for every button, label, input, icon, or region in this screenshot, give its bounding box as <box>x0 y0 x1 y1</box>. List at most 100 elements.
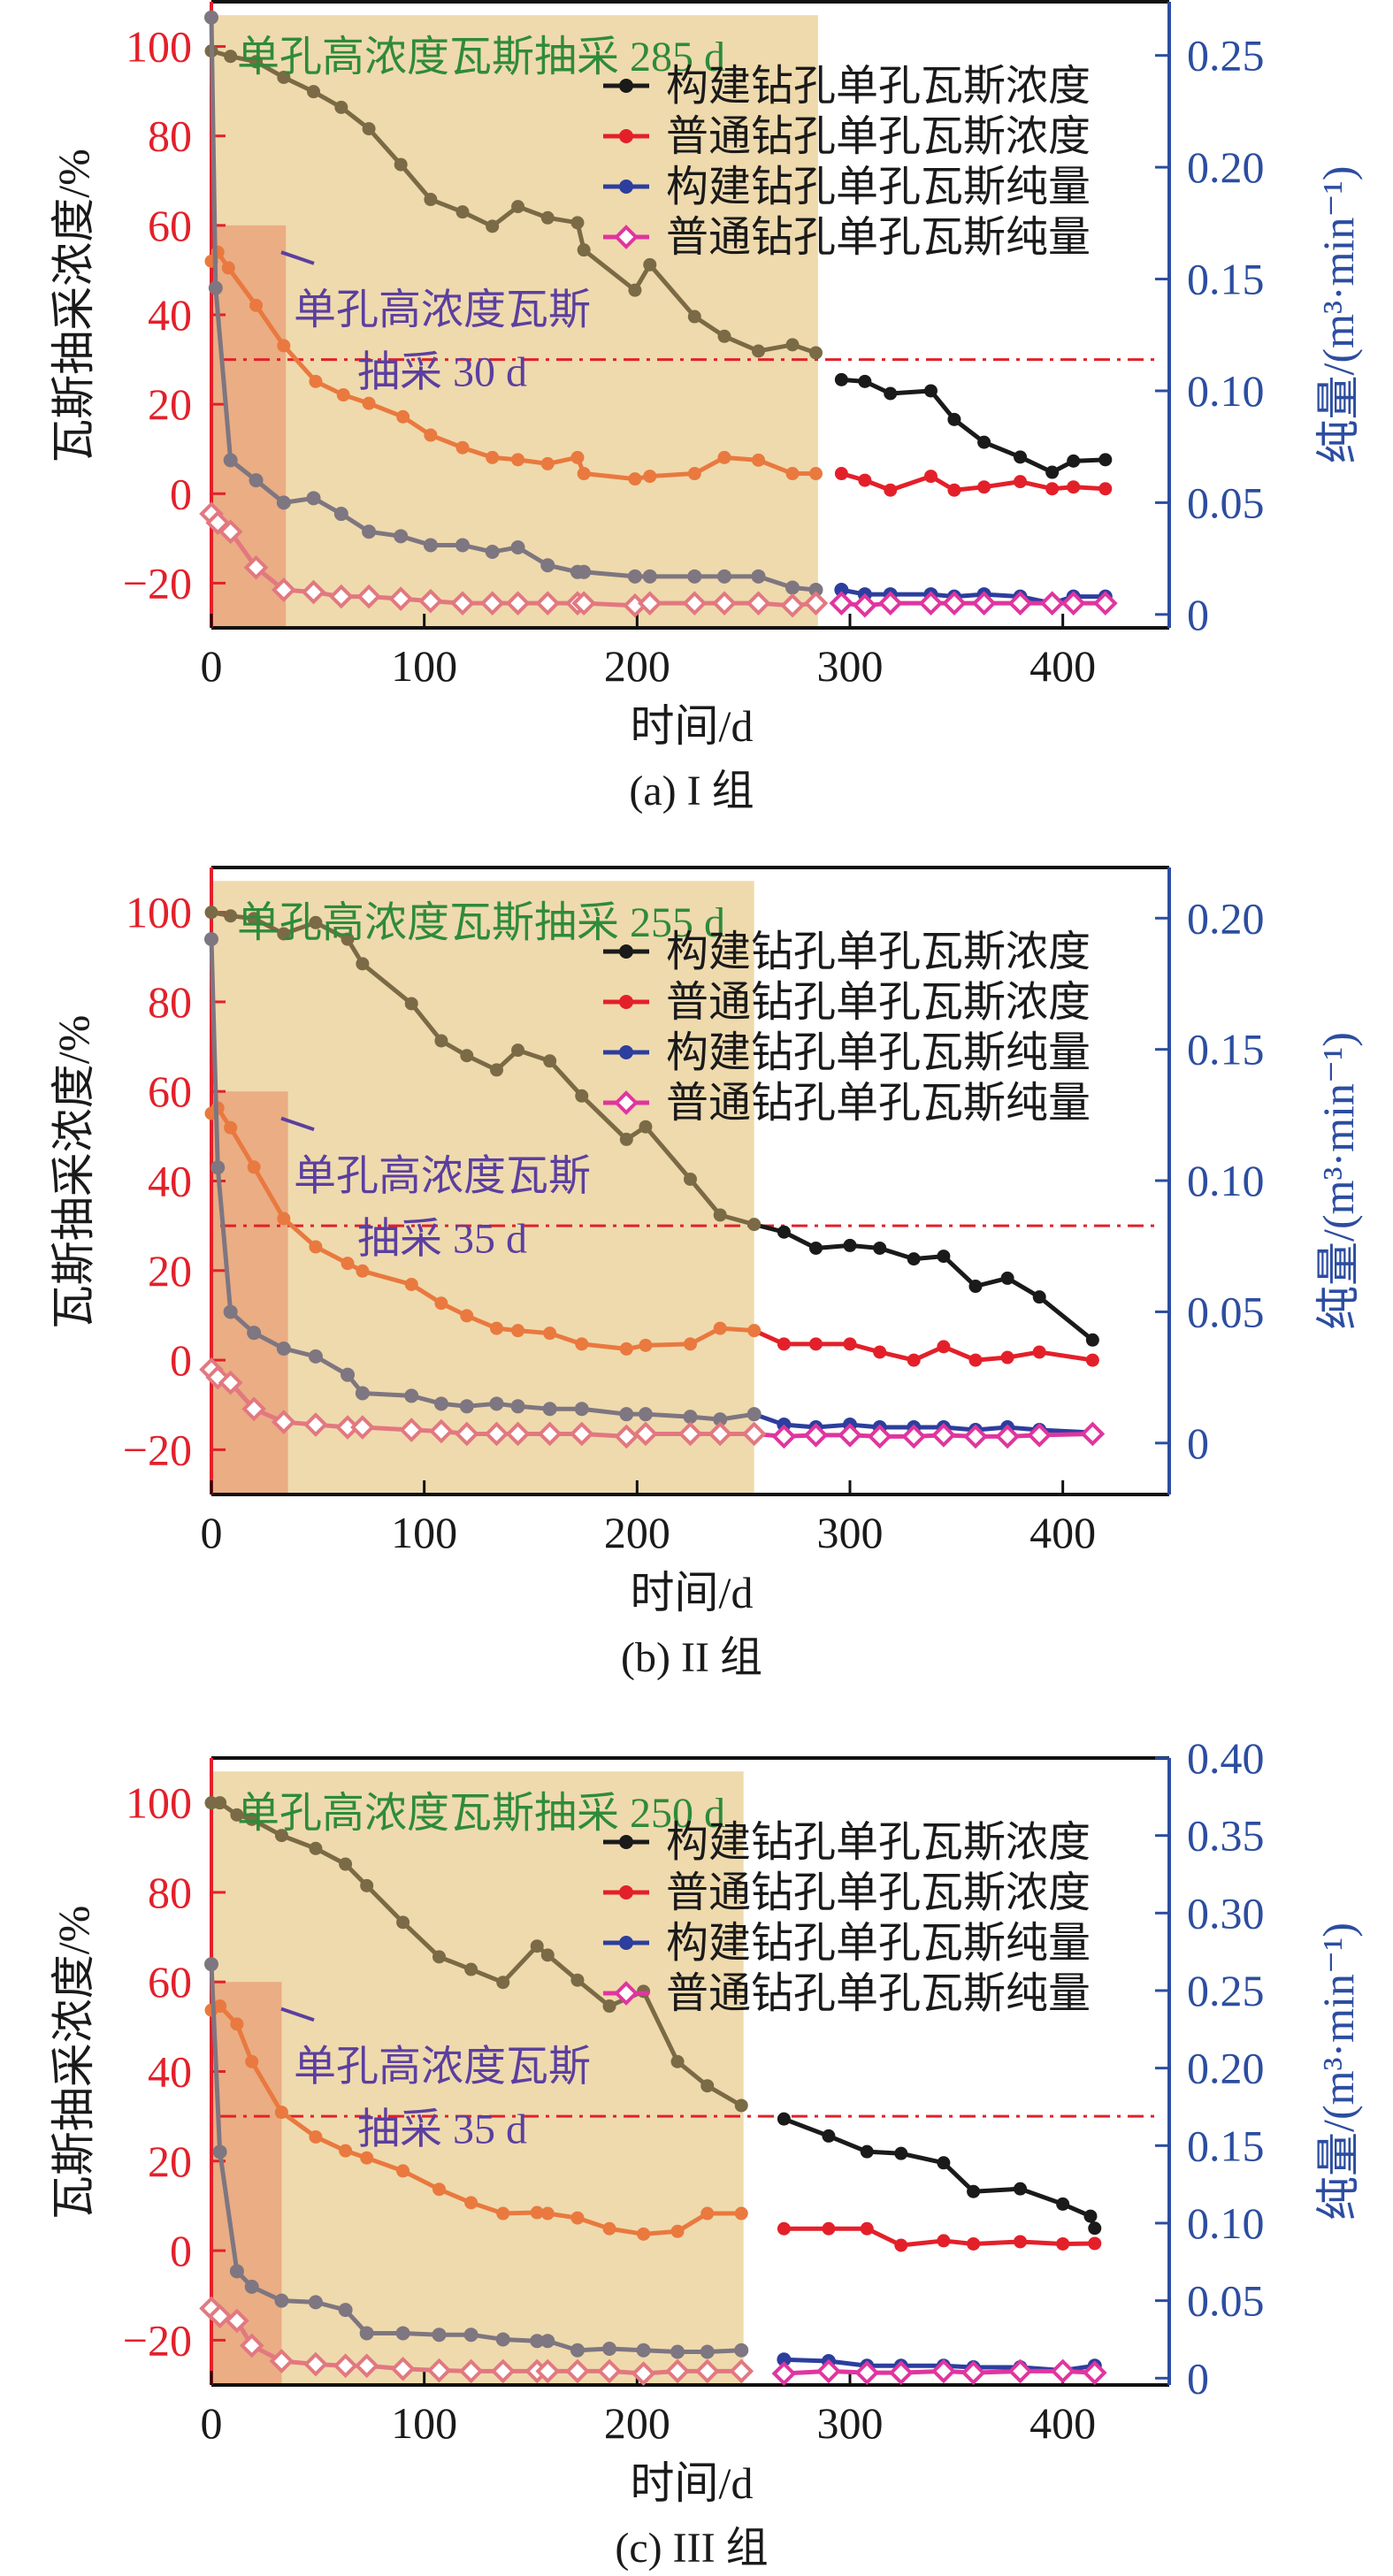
data-point <box>1014 2182 1028 2196</box>
data-point <box>540 2206 555 2221</box>
data-point-diamond <box>301 579 326 605</box>
series-line-2 <box>840 587 1106 606</box>
data-point <box>713 1321 727 1335</box>
data-point-diamond <box>829 591 854 616</box>
legend-marker <box>619 180 633 194</box>
data-point <box>356 1264 370 1278</box>
data-point <box>540 1948 555 1962</box>
right-y-tick-label: 0.05 <box>1187 1287 1265 1336</box>
data-point-diamond <box>931 2358 956 2384</box>
data-point <box>843 1337 857 1351</box>
data-point <box>858 374 872 388</box>
data-point <box>460 1309 474 1323</box>
data-point <box>967 2236 981 2251</box>
right-y-tick-label: 0.10 <box>1187 1156 1265 1205</box>
data-point <box>628 472 642 486</box>
data-point <box>777 1225 791 1239</box>
data-point <box>843 1238 857 1252</box>
data-point <box>464 2196 478 2210</box>
data-point-diamond <box>426 2358 452 2383</box>
data-point <box>204 932 218 947</box>
x-tick-label: 400 <box>1029 1508 1096 1557</box>
right-y-tick-label: 0 <box>1187 2353 1209 2403</box>
right-y-tick-label: 0.10 <box>1187 2198 1265 2248</box>
data-point-diamond <box>1092 591 1118 616</box>
x-tick-label: 200 <box>604 2398 670 2448</box>
data-point-diamond <box>241 1396 266 1422</box>
data-point-diamond <box>243 554 269 580</box>
data-point <box>249 473 264 488</box>
x-axis-title: 时间/d <box>631 701 754 751</box>
data-point <box>309 374 323 388</box>
data-point <box>700 2079 715 2093</box>
data-point <box>486 219 500 233</box>
legend-marker <box>619 1885 633 1900</box>
data-point <box>277 70 291 84</box>
data-point-diamond <box>771 1424 797 1449</box>
data-point-diamond <box>901 1424 927 1449</box>
data-point <box>638 1407 653 1422</box>
ordinary-period-label-line1: 单孔高浓度瓦斯 <box>294 1153 591 1200</box>
data-point-diamond <box>877 591 903 616</box>
data-point <box>511 1043 525 1058</box>
right-y-tick-label: 0.30 <box>1187 1888 1265 1938</box>
data-point <box>276 1341 291 1356</box>
left-y-tick-label: 40 <box>148 1157 192 1206</box>
right-y-tick-label: 0.20 <box>1187 893 1265 943</box>
chart-panel-a: 0 100 200 300 400−2002040608010000.050.100.1… <box>49 0 1363 814</box>
data-point-diamond <box>328 584 354 609</box>
data-point-diamond <box>225 2308 249 2334</box>
data-point-diamond <box>1050 2358 1075 2384</box>
data-point <box>1014 450 1028 464</box>
data-point <box>1083 2209 1098 2223</box>
data-point <box>894 2238 908 2252</box>
data-point <box>639 1120 653 1134</box>
data-point-diamond <box>479 591 505 616</box>
data-point <box>570 2343 585 2358</box>
data-point-diamond <box>271 1410 296 1434</box>
data-point <box>306 491 321 506</box>
data-point <box>210 1160 226 1175</box>
high-concentration-period-label: 单孔高浓度瓦斯抽采 285 d <box>237 34 725 80</box>
data-point <box>752 453 766 467</box>
data-point <box>643 257 657 271</box>
right-y-tick-label: 0.05 <box>1187 2276 1265 2326</box>
data-point <box>968 1280 983 1294</box>
data-point <box>734 2206 748 2221</box>
data-point <box>540 210 555 225</box>
data-point <box>459 1399 474 1414</box>
data-point <box>575 1337 589 1351</box>
data-point <box>339 1857 353 1871</box>
data-point <box>223 1304 238 1319</box>
data-point <box>785 580 800 595</box>
data-point <box>670 2224 685 2238</box>
legend-marker <box>619 79 633 93</box>
left-y-tick-label: 40 <box>148 2047 192 2097</box>
data-point <box>713 1412 728 1427</box>
data-point <box>230 2017 244 2031</box>
data-point <box>937 1340 951 1354</box>
right-y-tick-label: 0.15 <box>1187 1025 1265 1074</box>
series-line-0 <box>841 377 1106 475</box>
data-point-diamond <box>1060 591 1086 616</box>
data-point <box>577 564 592 579</box>
data-point <box>570 216 585 230</box>
data-point <box>627 569 642 584</box>
data-point <box>602 2221 616 2236</box>
legend-marker <box>619 1936 633 1950</box>
data-point <box>713 1208 727 1222</box>
data-point-diamond <box>269 2349 295 2373</box>
data-point <box>424 193 438 207</box>
data-point <box>432 2328 447 2343</box>
data-point <box>229 2264 244 2279</box>
x-tick-label: 100 <box>391 2398 457 2448</box>
data-point-diamond <box>746 591 771 616</box>
data-point <box>858 473 872 487</box>
data-point <box>619 1342 633 1356</box>
data-point <box>574 1402 589 1417</box>
right-y-tick-label: 0.10 <box>1187 366 1265 416</box>
data-point <box>619 1407 634 1422</box>
data-point <box>947 412 961 426</box>
left-y-tick-label: 100 <box>126 888 192 937</box>
data-point-diamond <box>677 1421 703 1447</box>
